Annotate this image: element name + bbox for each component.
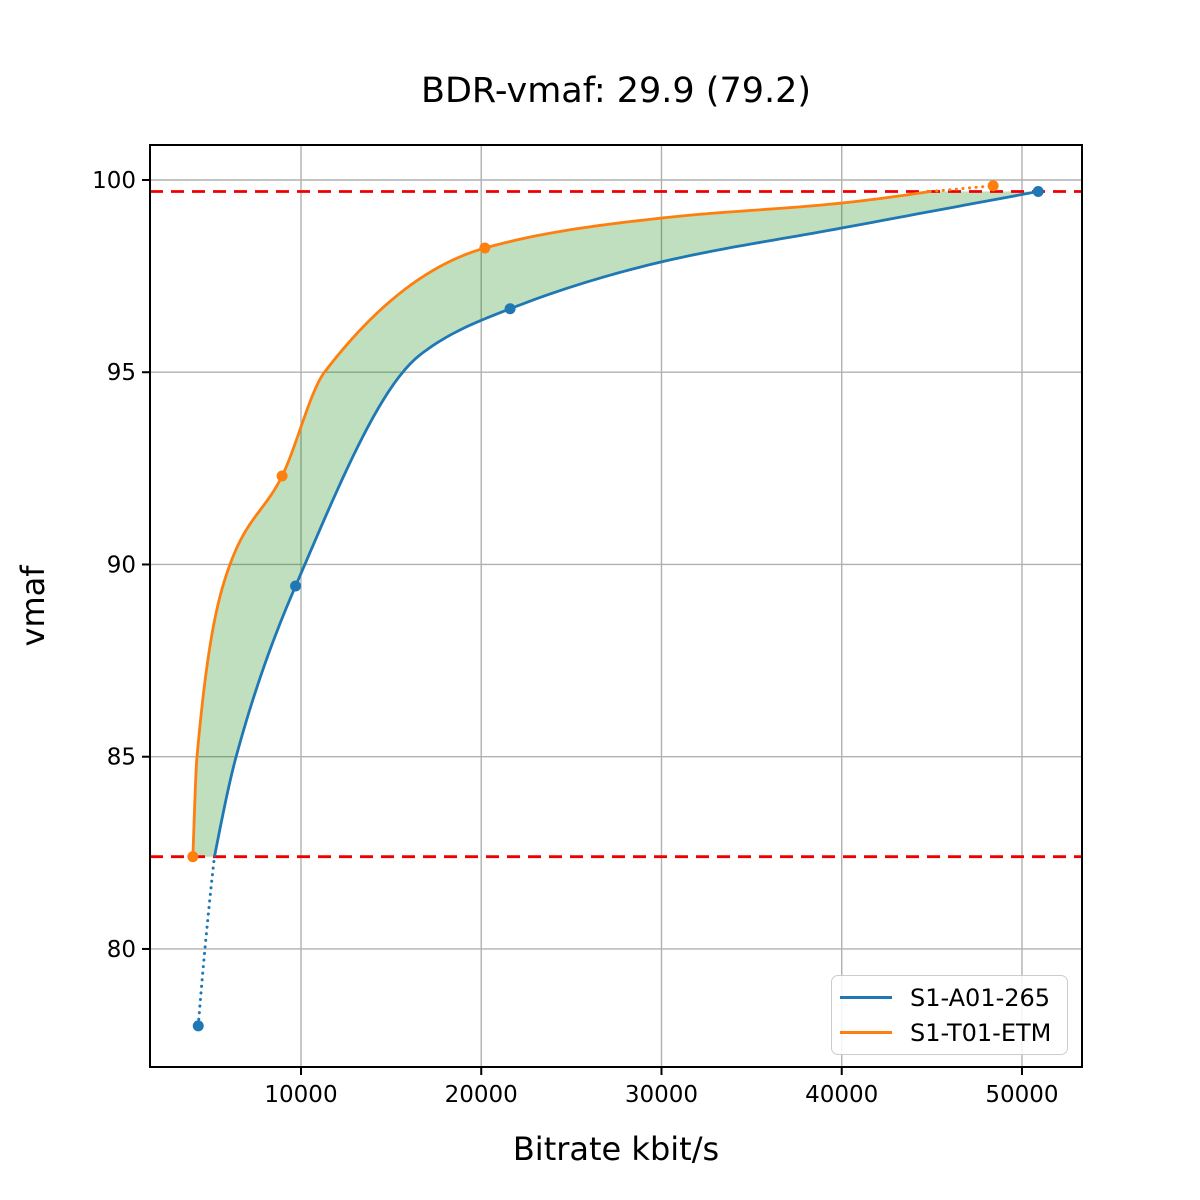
grid: [150, 145, 1082, 1067]
series-s1-a01-265: [196, 190, 1039, 1028]
legend-line-orange: [840, 1030, 892, 1035]
y-axis-label: vmaf: [14, 565, 52, 647]
y-tick-label: 80: [107, 937, 136, 963]
legend-line-blue: [840, 995, 892, 1000]
data-points: [187, 180, 1044, 1032]
y-tick-label: 95: [107, 360, 136, 386]
s1-t01-etm-curve: [191, 190, 931, 857]
y-tick-label: 90: [107, 552, 136, 578]
bd-bound-lines: [150, 190, 1082, 859]
data-point: [1032, 186, 1044, 198]
s1-a01-265-curve: [213, 190, 1039, 857]
legend-label: S1-T01-ETM: [910, 1018, 1052, 1047]
plot-border: [149, 144, 1083, 1068]
data-point: [987, 180, 999, 192]
data-point: [187, 851, 199, 863]
s1-t01-etm-dotted-extrapolation: [928, 184, 995, 194]
legend-label: S1-A01-265: [910, 983, 1051, 1012]
y-tick-label: 100: [92, 168, 136, 194]
legend-item-s1-t01-etm: S1-T01-ETM: [840, 1021, 1057, 1045]
legend-item-s1-a01-265: S1-A01-265: [840, 986, 1057, 1010]
data-point: [290, 580, 302, 592]
s1-a01-265-dotted-extrapolation: [196, 855, 216, 1028]
x-tick-label: 40000: [805, 1082, 878, 1108]
data-point: [276, 470, 288, 482]
data-point: [504, 303, 516, 315]
x-tick-label: 30000: [625, 1082, 698, 1108]
x-axis-label: Bitrate kbit/s: [512, 1130, 720, 1168]
axis-ticks: 10000 20000 30000 40000 50000 80 85 90 95 100: [92, 168, 1058, 1108]
x-tick-label: 10000: [264, 1082, 337, 1108]
series-s1-t01-etm: [191, 184, 995, 857]
chart-title: BDR-vmaf: 29.9 (79.2): [420, 71, 812, 111]
bd-shaded-region: [192, 191, 1039, 857]
data-point: [192, 1020, 204, 1032]
x-tick-label: 20000: [445, 1082, 518, 1108]
data-point: [479, 242, 491, 254]
y-tick-label: 85: [107, 745, 136, 771]
legend: S1-A01-265 S1-T01-ETM: [831, 975, 1068, 1055]
x-tick-label: 50000: [985, 1082, 1058, 1108]
